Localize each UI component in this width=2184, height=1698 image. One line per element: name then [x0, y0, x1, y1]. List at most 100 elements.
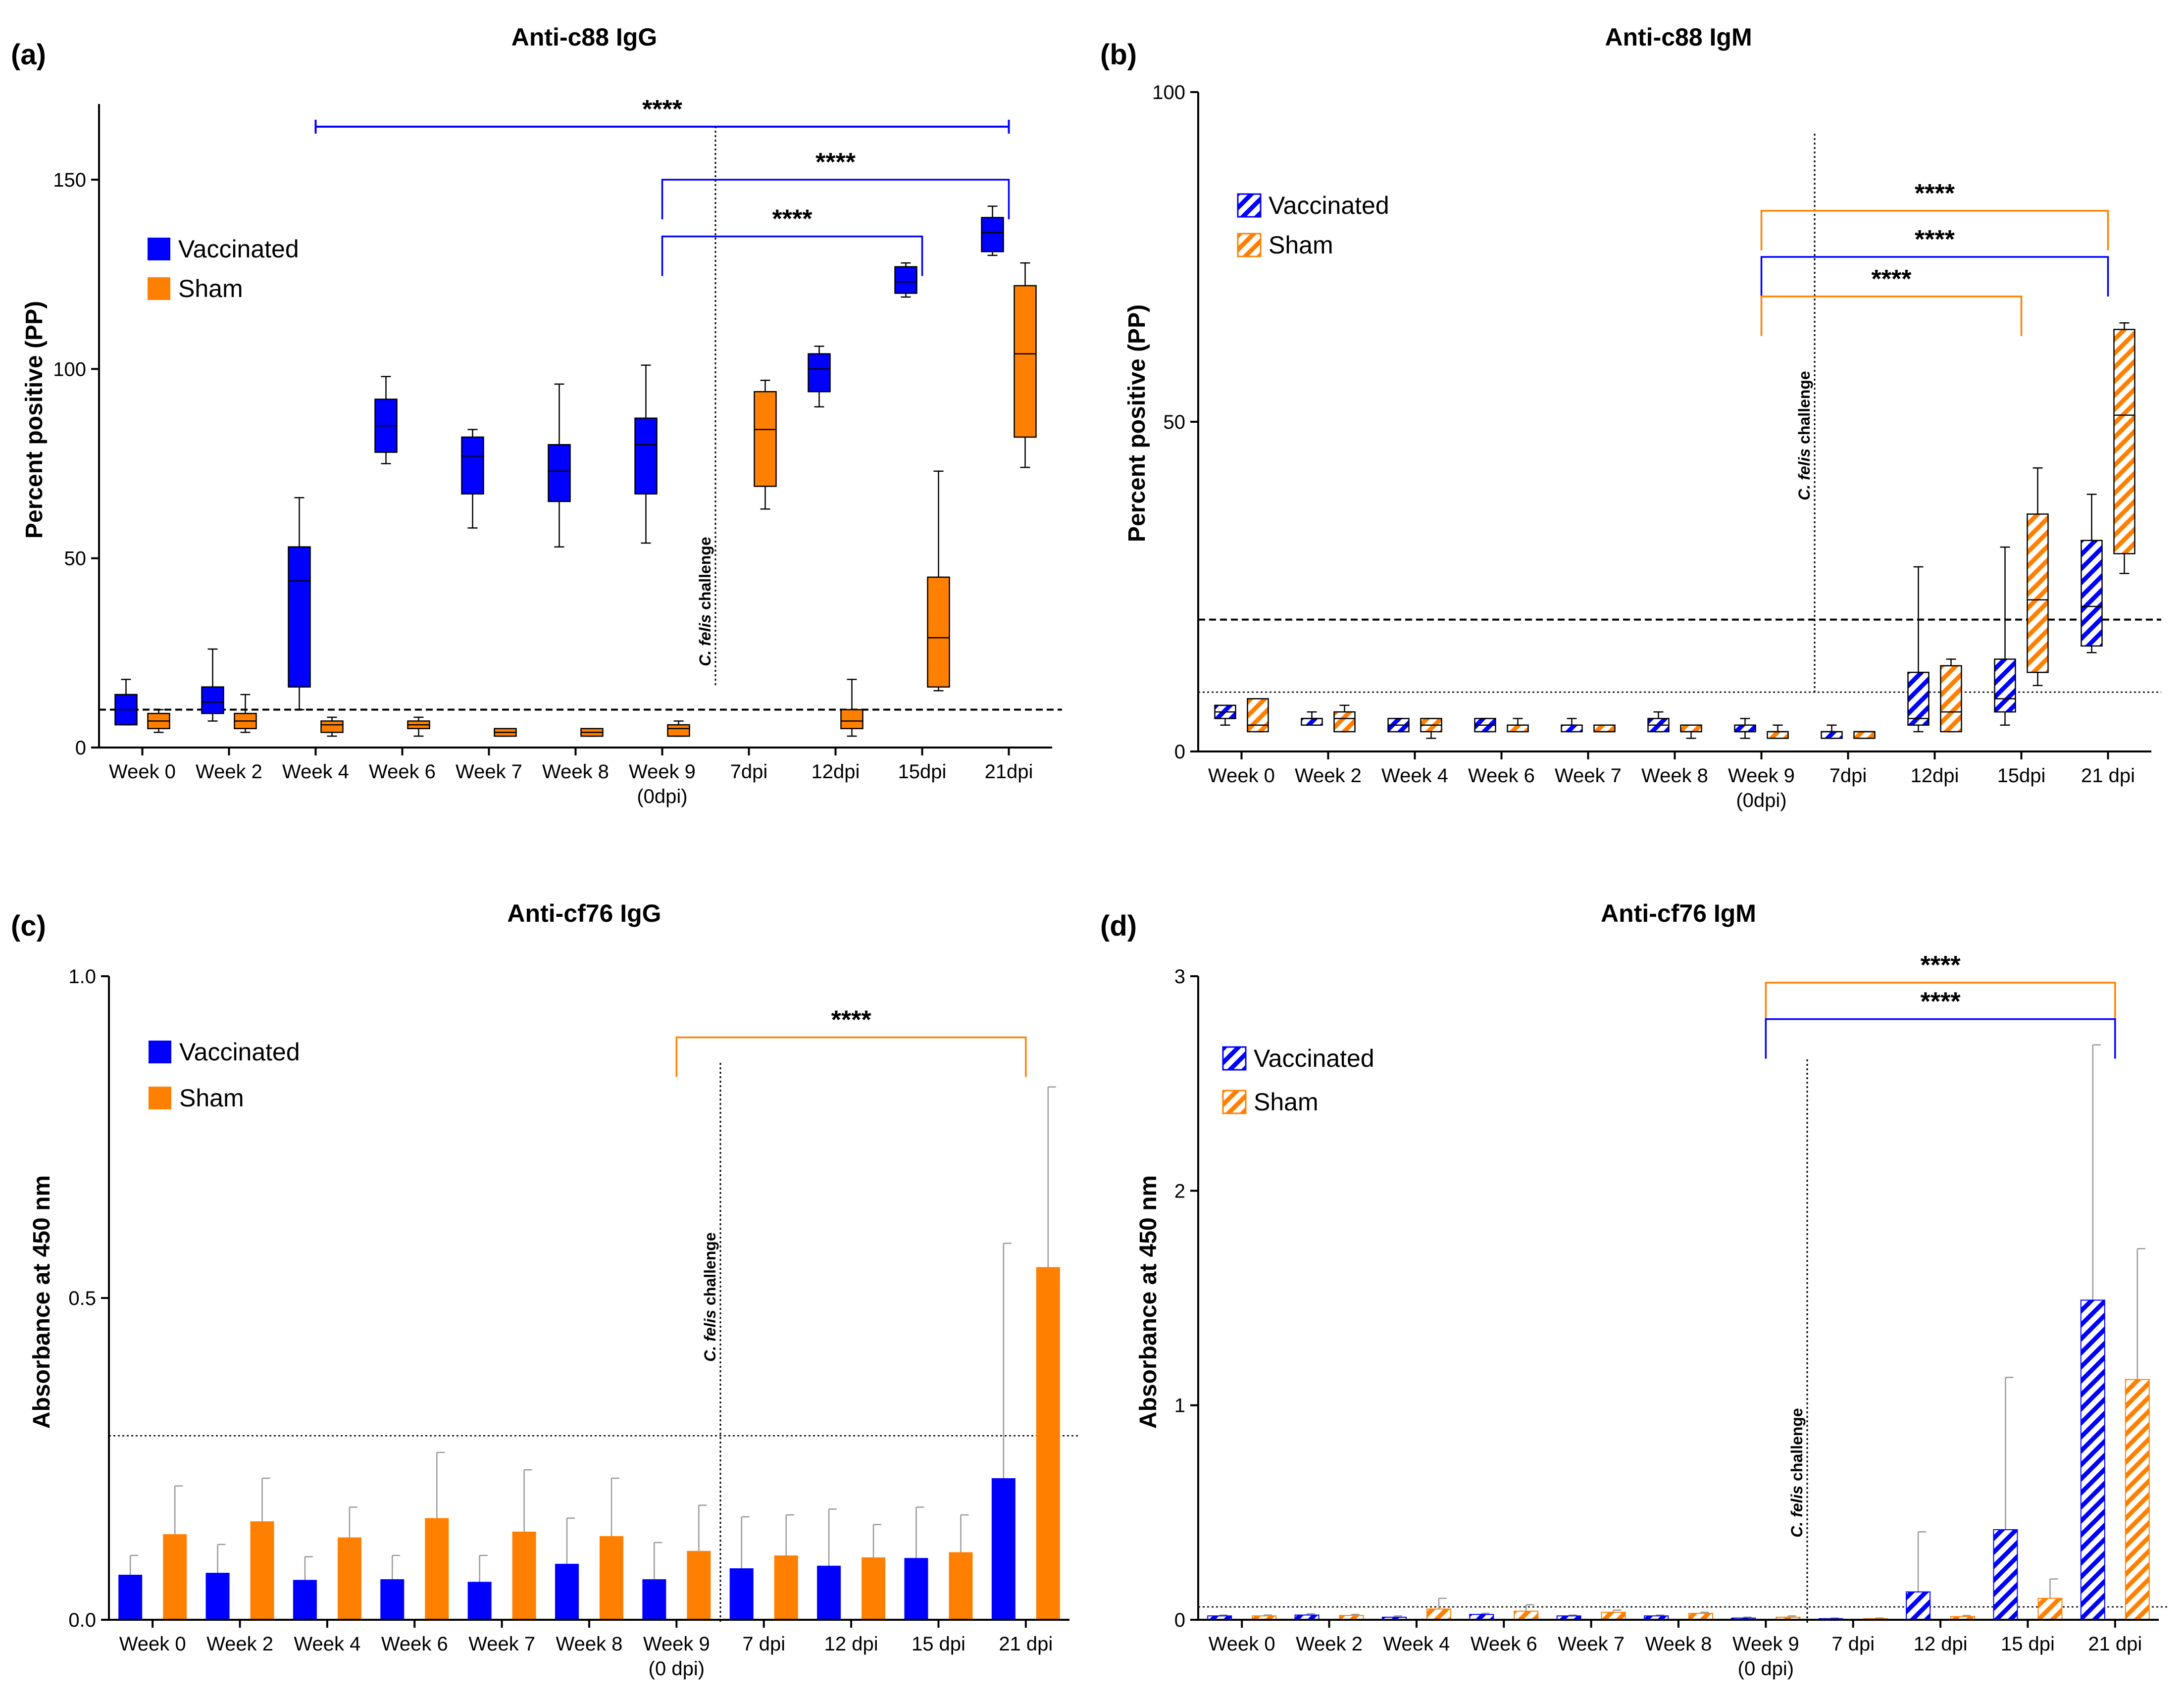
- panel-c-bar-sham: [600, 1536, 623, 1620]
- panel-c-legend-swatch-sham: [149, 1087, 171, 1109]
- panel-d-letter: (d): [1100, 910, 1137, 942]
- panel-b-x-tick-sublabel: (0dpi): [1736, 790, 1786, 811]
- panel-d-legend-swatch-vaccinated: [1222, 1046, 1247, 1071]
- panel-b-box-vaccinated: [1821, 731, 1843, 739]
- panel-a-y-tick-label: 50: [64, 548, 87, 570]
- panel-c-x-tick-label: Week 9: [643, 1633, 710, 1655]
- panel-d-plot: C. felis challenge 0 1 2 3 Week 0 Week 2 Week 4…: [1174, 951, 2169, 1680]
- panel-c-bar-sham: [1036, 1267, 1060, 1620]
- panel-b-significance-bracket: [1760, 256, 2109, 297]
- panel-c-bar-vaccinated: [904, 1558, 928, 1620]
- panel-c-bar-vaccinated: [555, 1563, 579, 1620]
- panel-b-x-tick-label: Week 6: [1468, 765, 1535, 787]
- panel-c-bar-vaccinated: [205, 1573, 230, 1620]
- panel-b-box-vaccinated: [1561, 724, 1583, 733]
- panel-a-x-tick-label: Week 6: [369, 761, 436, 783]
- panel-a-x-tick-label: Week 8: [542, 761, 609, 783]
- panel-a-box-vaccinated: [808, 353, 831, 393]
- panel-d-x-tick-label: 7 dpi: [1831, 1633, 1875, 1655]
- panel-b-legend-swatch-sham: [1237, 233, 1262, 257]
- panel-b-y-axis-label: Percent positive (PP): [1124, 304, 1150, 542]
- panel-b: (b) Anti-c88 IgM Percent positive (PP) C…: [1100, 23, 2161, 811]
- panel-d-x-tick-label: Week 2: [1296, 1633, 1363, 1655]
- panel-b-x-tick-label: Week 8: [1641, 765, 1708, 787]
- panel-d-x-tick-label: 15 dpi: [2001, 1633, 2055, 1655]
- panel-b-box-sham: [1247, 698, 1269, 733]
- panel-d-y-axis-label: Absorbance at 450 nm: [1135, 1175, 1162, 1429]
- panel-b-letter: (b): [1100, 39, 1137, 71]
- panel-a-x-tick-label: 7dpi: [730, 761, 768, 783]
- panel-a-x-tick-label: Week 9: [629, 761, 696, 783]
- panel-b-box-sham: [2113, 329, 2135, 554]
- panel-d-significance-bracket: [1765, 982, 2116, 1022]
- panel-b-box-vaccinated: [1301, 718, 1323, 726]
- panel-b-box-sham: [1680, 724, 1702, 733]
- panel-d-bar-sham: [1426, 1608, 1451, 1620]
- panel-b-x-tick-label: Week 9: [1728, 765, 1795, 787]
- panel-a-x-tick-label: Week 2: [196, 761, 262, 783]
- panel-c-bar-sham: [250, 1521, 274, 1620]
- panel-a-title: Anti-c88 IgG: [511, 23, 657, 51]
- panel-b-box-sham: [1593, 724, 1616, 733]
- panel-b-legend-label-sham: Sham: [1269, 231, 1333, 259]
- panel-c-bar-vaccinated: [293, 1580, 317, 1620]
- panel-b-y-tick-label: 100: [1152, 82, 1185, 103]
- panel-a-challenge-word: challenge: [696, 537, 714, 614]
- panel-b-x-tick-label: Week 0: [1208, 765, 1275, 787]
- panel-b-challenge-organism: C. felis: [1795, 449, 1813, 500]
- panel-b-box-vaccinated: [2081, 540, 2103, 647]
- panel-a-box-sham: [1014, 285, 1037, 438]
- panel-d-bar-sham: [2125, 1379, 2150, 1621]
- panel-d-significance-bracket: [1765, 1018, 2116, 1059]
- panel-c-bar-vaccinated: [118, 1575, 143, 1620]
- panel-c-x-tick-label: Week 0: [119, 1633, 186, 1655]
- panel-c-bar-sham: [512, 1531, 536, 1620]
- panel-b-x-tick-label: Week 2: [1295, 765, 1362, 787]
- panel-a-box-vaccinated: [981, 217, 1004, 252]
- panel-a-box-sham: [320, 720, 344, 733]
- panel-c-y-axis-label: Absorbance at 450 nm: [29, 1175, 55, 1429]
- panel-a-box-vaccinated: [894, 266, 917, 294]
- panel-b-significance-label: ****: [1915, 179, 1955, 208]
- panel-c-bar-sham: [774, 1555, 798, 1620]
- panel-a-challenge-label: C. felis challenge: [696, 537, 714, 666]
- panel-a-plot: C. felis challenge 0 50 100 150 Week 0 Week 2 W…: [53, 95, 1062, 807]
- panel-c-bar-vaccinated: [991, 1478, 1016, 1620]
- panel-c-x-tick-label: Week 2: [206, 1633, 273, 1655]
- panel-a-x-tick-label: Week 4: [282, 761, 349, 783]
- panel-b-box-vaccinated: [1994, 658, 2016, 713]
- panel-a-y-axis-label: Percent positive (PP): [21, 301, 48, 539]
- panel-c-bar-vaccinated: [642, 1579, 666, 1620]
- panel-b-challenge-label: C. felis challenge: [1795, 371, 1813, 500]
- panel-d-y-tick-label: 2: [1174, 1180, 1185, 1202]
- panel-b-box-vaccinated: [1907, 671, 1930, 726]
- panel-a-significance-label: ****: [772, 205, 813, 234]
- panel-a-legend-swatch-vaccinated: [148, 238, 170, 260]
- panel-c-significance-bracket: [675, 1036, 1027, 1077]
- panel-b-box-sham: [1767, 731, 1789, 739]
- panel-d-legend-swatch-sham: [1222, 1090, 1247, 1114]
- panel-d-x-tick-label: Week 9: [1732, 1633, 1799, 1655]
- panel-a-box-sham: [840, 709, 863, 730]
- panel-a-box-vaccinated: [201, 686, 224, 714]
- panel-b-y-tick-label: 0: [1174, 741, 1185, 763]
- panel-b-significance-bracket: [1760, 210, 2109, 250]
- panel-b-x-tick-label: Week 4: [1381, 765, 1448, 787]
- panel-d-bar-sham: [2037, 1598, 2063, 1621]
- panel-a-box-sham: [667, 724, 690, 737]
- panel-b-box-sham: [1853, 731, 1876, 739]
- panel-a-x-tick-label: 21dpi: [985, 761, 1033, 783]
- panel-d-bar-vaccinated: [2080, 1299, 2105, 1620]
- panel-c-bar-vaccinated: [380, 1579, 405, 1620]
- panel-d-legend-label-vaccinated: Vaccinated: [1254, 1045, 1374, 1072]
- panel-a-challenge-organism: C. felis: [696, 614, 714, 666]
- panel-b-x-tick-label: 15dpi: [1997, 765, 2046, 787]
- panel-d-bar-sham: [1601, 1611, 1626, 1620]
- panel-d-title: Anti-cf76 IgM: [1601, 899, 1756, 927]
- panel-a-x-tick-sublabel: (0dpi): [637, 786, 687, 807]
- panel-b-significance-label: ****: [1915, 225, 1955, 254]
- panel-c-challenge-organism: C. felis: [701, 1310, 719, 1362]
- panel-a-box-vaccinated: [548, 444, 571, 502]
- panel-c-legend-label-vaccinated: Vaccinated: [179, 1038, 300, 1066]
- panel-c-x-tick-label: Week 8: [556, 1633, 623, 1655]
